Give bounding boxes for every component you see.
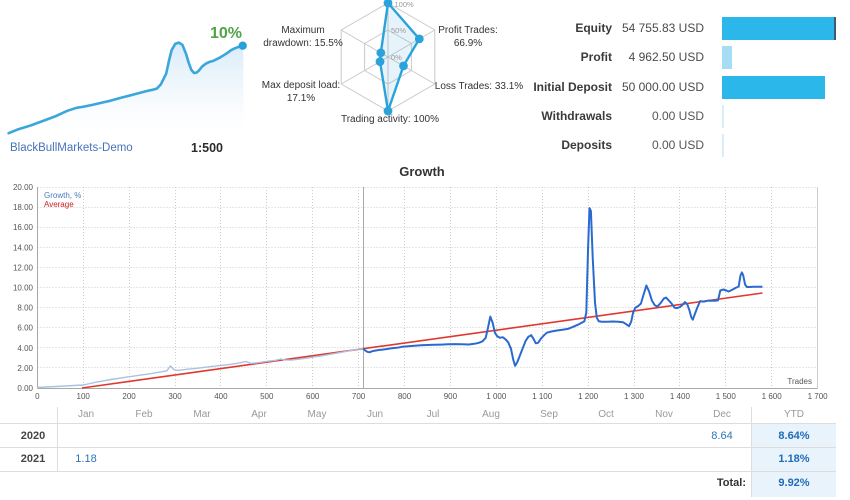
svg-text:1 300: 1 300 — [624, 392, 645, 401]
svg-text:600: 600 — [306, 392, 320, 401]
svg-text:1 000: 1 000 — [486, 392, 507, 401]
svg-text:50%: 50% — [391, 26, 406, 35]
svg-text:0: 0 — [35, 392, 40, 401]
svg-text:300: 300 — [168, 392, 182, 401]
svg-text:1 500: 1 500 — [716, 392, 737, 401]
svg-text:Average: Average — [44, 200, 74, 209]
svg-text:4.00: 4.00 — [17, 344, 33, 353]
svg-text:900: 900 — [444, 392, 458, 401]
svg-text:1 400: 1 400 — [670, 392, 691, 401]
svg-text:400: 400 — [214, 392, 228, 401]
svg-text:0.00: 0.00 — [17, 384, 33, 393]
svg-text:100: 100 — [77, 392, 91, 401]
svg-text:0%: 0% — [391, 53, 402, 62]
svg-text:14.00: 14.00 — [13, 243, 34, 252]
svg-text:700: 700 — [352, 392, 366, 401]
svg-text:18.00: 18.00 — [13, 203, 34, 212]
svg-text:12.00: 12.00 — [13, 263, 34, 272]
svg-text:1 100: 1 100 — [532, 392, 553, 401]
svg-text:200: 200 — [122, 392, 136, 401]
svg-text:8.00: 8.00 — [17, 304, 33, 313]
svg-text:800: 800 — [398, 392, 412, 401]
svg-text:2.00: 2.00 — [17, 364, 33, 373]
svg-text:Growth, %: Growth, % — [44, 191, 81, 200]
svg-text:Trades: Trades — [787, 377, 812, 386]
svg-text:6.00: 6.00 — [17, 324, 33, 333]
svg-text:500: 500 — [260, 392, 274, 401]
svg-text:10.00: 10.00 — [13, 284, 34, 293]
svg-text:16.00: 16.00 — [13, 223, 34, 232]
svg-text:1 600: 1 600 — [762, 392, 783, 401]
svg-text:1 700: 1 700 — [808, 392, 829, 401]
svg-text:20.00: 20.00 — [13, 183, 34, 192]
svg-text:1 200: 1 200 — [578, 392, 599, 401]
svg-text:100%: 100% — [395, 0, 415, 9]
